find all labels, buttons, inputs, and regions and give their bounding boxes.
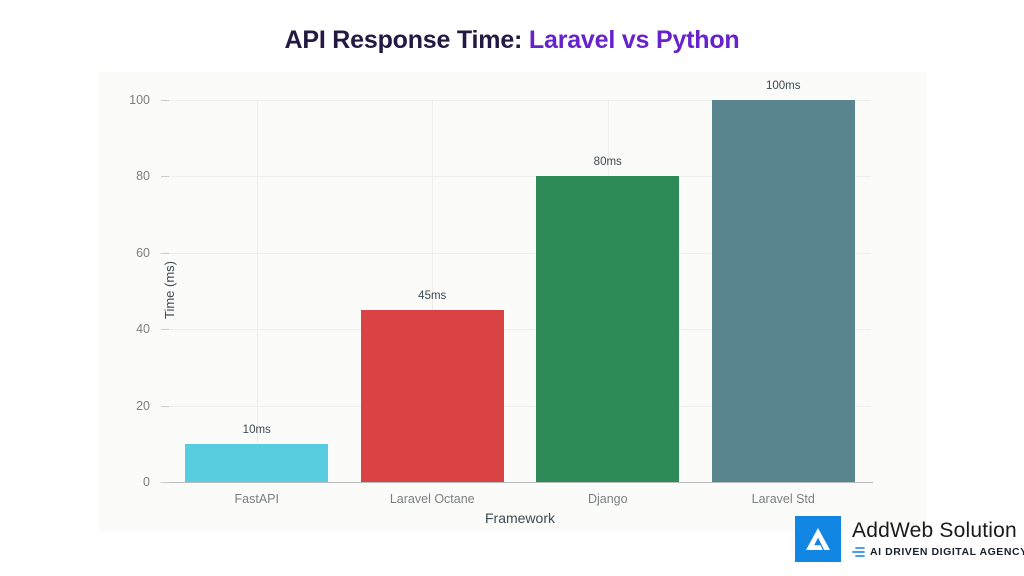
chart-panel: Time (ms) 0 20 40 60 80 100 10ms FastAPI 45ms Lar… xyxy=(99,72,926,532)
logo-text-block: AddWeb Solution AI DRIVEN DIGITAL AGENCY xyxy=(852,519,1024,558)
y-axis-tick-label: 40 xyxy=(136,322,150,337)
bar-value-label: 45ms xyxy=(418,290,447,303)
y-axis-tick-label: 60 xyxy=(136,245,150,260)
x-axis-label: Framework xyxy=(484,510,555,526)
bar-value-label: 10ms xyxy=(242,423,271,436)
y-axis-tick-label: 80 xyxy=(136,169,150,184)
logo-tagline-row: AI DRIVEN DIGITAL AGENCY xyxy=(852,546,1024,558)
gridline-horizontal xyxy=(169,329,871,331)
page-title-primary: API Response Time: xyxy=(284,26,523,54)
x-axis-tick-label: Laravel Std xyxy=(751,492,815,506)
bar-value-label: 100ms xyxy=(765,80,801,92)
gridline-horizontal xyxy=(169,252,871,254)
logo-tagline: AI DRIVEN DIGITAL AGENCY xyxy=(870,545,1024,558)
gridline-vertical xyxy=(257,100,258,482)
bar-value-label: 80ms xyxy=(593,156,622,169)
plot-area: Time (ms) 0 20 40 60 80 100 10ms FastAPI 45ms Lar… xyxy=(129,80,873,506)
addweb-a-logo-icon xyxy=(795,516,841,562)
x-axis-tick-label: Django xyxy=(587,492,628,506)
logo-company-name: AddWeb Solution xyxy=(852,519,1017,543)
y-axis-tick-label: 0 xyxy=(143,475,150,489)
bar-django[interactable] xyxy=(536,176,680,482)
x-axis-tick-label: FastAPI xyxy=(234,492,279,506)
bar-fastapi[interactable] xyxy=(185,443,329,482)
gridline-horizontal xyxy=(169,100,871,101)
page-title-accent: Laravel vs Python xyxy=(522,26,740,54)
y-axis-tick-mark xyxy=(161,100,169,101)
y-axis-tick-mark xyxy=(161,329,169,331)
bar-laravel-octane[interactable] xyxy=(360,310,504,482)
gridline-horizontal xyxy=(169,176,871,178)
gridline-horizontal xyxy=(169,405,871,407)
y-axis-tick-mark xyxy=(161,252,169,254)
y-axis-tick-mark xyxy=(161,482,169,483)
page-title: API Response Time: Laravel vs Python xyxy=(0,26,1024,55)
y-axis-tick-label: 20 xyxy=(136,398,150,413)
bar-laravel-std[interactable] xyxy=(711,100,855,482)
y-axis-label: Time (ms) xyxy=(162,260,177,319)
y-axis-tick-mark xyxy=(161,176,169,178)
x-axis-line xyxy=(161,482,873,483)
y-axis-tick-mark xyxy=(161,405,169,407)
addweb-logo: AddWeb Solution AI DRIVEN DIGITAL AGENCY xyxy=(795,514,1024,564)
y-axis-tick-label: 100 xyxy=(129,93,150,107)
x-axis-tick-label: Laravel Octane xyxy=(389,492,475,506)
chevron-left-decor-icon xyxy=(852,546,865,557)
gridline-vertical xyxy=(432,100,433,482)
